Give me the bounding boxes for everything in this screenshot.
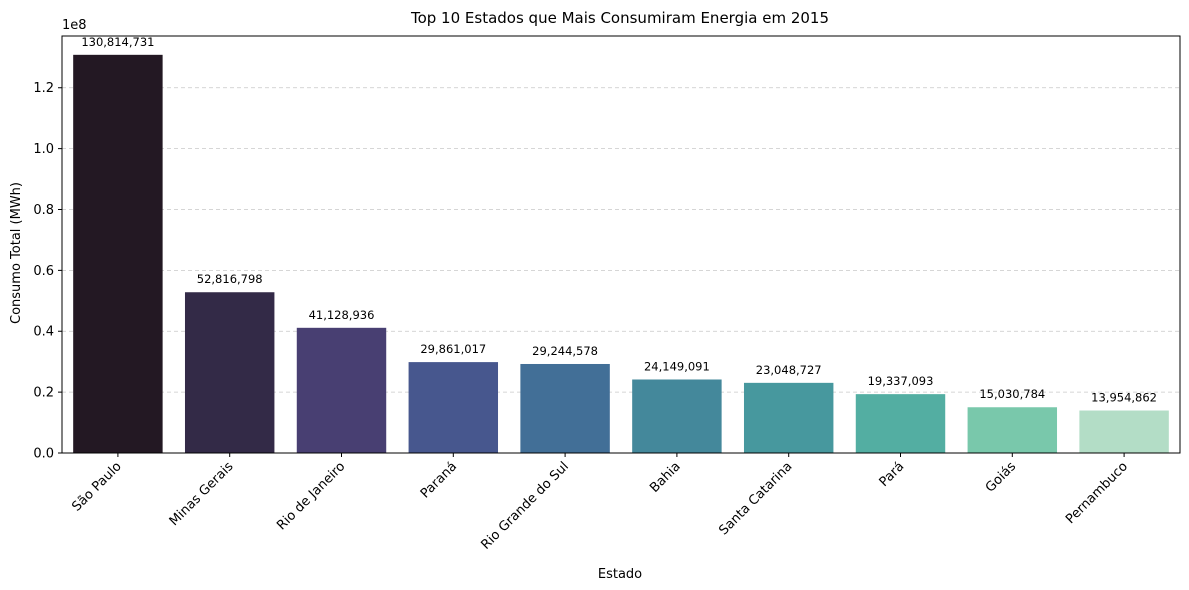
x-tick-label: São Paulo [69,459,124,514]
x-axis-label: Estado [598,567,642,582]
bar [520,363,610,453]
y-tick-label: 0.6 [33,264,54,279]
data-label: 24,149,091 [644,359,710,373]
y-axis-offset-label: 1e8 [62,18,87,33]
data-label: 29,244,578 [532,344,598,358]
y-tick-label: 0.0 [33,447,54,462]
data-label: 29,861,017 [420,342,486,356]
y-tick-label: 1.0 [33,142,54,157]
x-tick-label: Paraná [418,459,460,501]
x-tick-label: Pernambuco [1063,459,1131,527]
bar [184,292,275,453]
data-label: 19,337,093 [868,374,934,388]
bar [632,379,722,453]
bars [73,54,1169,454]
y-ticks: 0.0 0.2 0.4 0.6 0.8 1.0 1.2 [33,81,62,462]
value-labels: 130,814,731 52,816,798 41,128,936 29,861,01… [81,35,1157,405]
bar [296,327,387,453]
x-tick-label: Santa Catarina [716,459,795,538]
x-tick-label: Rio de Janeiro [274,459,348,533]
x-tick-label: Bahia [647,459,684,496]
bar [967,407,1058,453]
bar [73,54,163,454]
y-tick-label: 0.8 [33,203,54,218]
bar [408,362,499,453]
plot-frame [61,35,1181,454]
bar [1079,410,1169,453]
data-label: 23,048,727 [756,363,822,377]
y-tick-label: 0.4 [33,325,54,340]
x-tick-label: Rio Grande do Sul [478,459,571,552]
y-tick-label: 1.2 [33,81,54,96]
data-label: 13,954,862 [1091,391,1157,405]
data-label: 130,814,731 [81,35,154,49]
bar [855,394,946,453]
y-tick-label: 0.2 [33,386,54,401]
data-label: 41,128,936 [309,308,375,322]
data-label: 52,816,798 [197,272,263,286]
x-tick-label: Pará [877,459,908,490]
y-axis-label: Consumo Total (MWh) [9,182,24,324]
bar [743,382,834,453]
chart-title: Top 10 Estados que Mais Consumiram Energ… [410,9,829,27]
x-tick-label: Goiás [983,459,1019,495]
x-tick-label: Minas Gerais [167,459,237,529]
x-ticks: São Paulo Minas Gerais Rio de Janeiro Paran… [69,453,1131,553]
data-label: 15,030,784 [979,387,1045,401]
axes-frame [61,35,1181,454]
